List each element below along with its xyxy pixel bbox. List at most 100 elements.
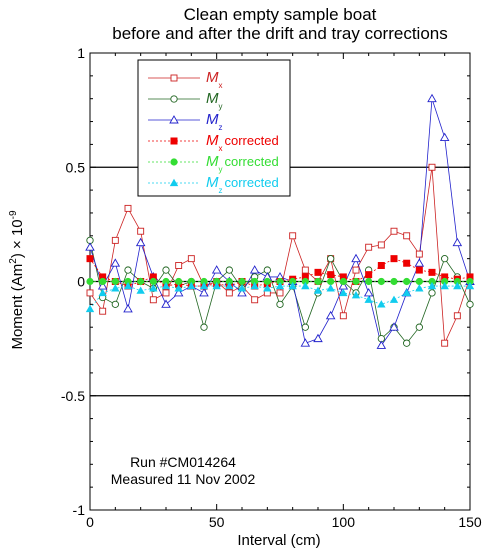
series-5-point-12 [237, 284, 247, 292]
legend-label-1: My [206, 90, 223, 111]
series-2-point-9 [199, 288, 209, 297]
series-5-point-18 [313, 286, 323, 294]
series-2-point-10 [211, 265, 222, 274]
series-2-point-17 [300, 338, 311, 347]
series-5-point-19 [326, 284, 335, 292]
series-0-point-23 [377, 241, 385, 249]
chart-title: Clean empty sample boat [184, 5, 377, 24]
series-0-point-17 [301, 266, 309, 274]
series-4-point-13 [251, 277, 259, 286]
series-0-point-28 [441, 339, 449, 347]
series-0-point-29 [453, 312, 461, 320]
series-0-point-16 [289, 232, 297, 240]
series-3-point-20 [339, 273, 347, 281]
series-3-point-23 [377, 262, 385, 270]
series-5-point-7 [174, 284, 183, 292]
legend-marker-2 [169, 115, 179, 124]
legend-marker-5 [169, 178, 179, 187]
series-1-point-28 [441, 254, 449, 263]
series-0-point-27 [428, 163, 436, 171]
series-5-point-29 [453, 281, 462, 290]
series-1-point-6 [162, 266, 170, 274]
series-4-point-7 [175, 277, 183, 286]
series-0-point-15 [276, 289, 284, 297]
series-5-point-24 [389, 295, 399, 303]
series-0-point-21 [352, 266, 360, 274]
series-3-point-28 [441, 273, 449, 281]
run-annotation: Run #CM014264 [130, 454, 236, 470]
series-5-point-11 [225, 281, 234, 290]
series-4-point-30 [466, 277, 474, 286]
legend-label-3: Mxcorrected [206, 132, 279, 153]
series-5-point-8 [187, 281, 196, 290]
series-0-point-4 [137, 227, 145, 235]
series-0-point-20 [339, 312, 347, 320]
x-axis-label: Interval (cm) [237, 532, 320, 549]
series-2-point-7 [173, 288, 184, 297]
series-4-point-18 [314, 277, 322, 286]
series-0-point-22 [365, 243, 373, 251]
series-4-point-0 [86, 277, 94, 286]
series-0-point-24 [390, 227, 398, 235]
series-0-point-25 [403, 232, 411, 240]
series-4-point-6 [162, 277, 170, 286]
y-tick-label-2: 0 [77, 274, 85, 290]
series-5-point-23 [377, 300, 386, 308]
series-5-point-9 [199, 281, 209, 290]
series-4-point-8 [187, 277, 195, 286]
series-5-point-20 [339, 288, 348, 297]
legend-marker-0 [170, 74, 178, 82]
series-0-point-1 [99, 307, 107, 315]
series-0-point-13 [251, 296, 259, 304]
series-5-point-30 [465, 281, 475, 290]
series-4-point-3 [124, 277, 132, 286]
series-1-point-25 [403, 339, 411, 347]
series-0-point-6 [162, 289, 170, 297]
series-2-point-27 [427, 93, 437, 103]
series-1-point-2 [111, 300, 119, 308]
series-5-point-0 [85, 304, 95, 313]
x-tick-label-2: 100 [332, 514, 356, 530]
legend-box [137, 59, 291, 197]
series-5-point-17 [301, 281, 310, 290]
series-5-point-10 [212, 281, 221, 290]
series-0-point-5 [149, 296, 157, 304]
series-0-point-8 [187, 255, 195, 263]
series-0-point-7 [175, 262, 183, 269]
series-5-point-27 [427, 281, 437, 290]
legend-label-5: Mzcorrected [206, 174, 279, 195]
series-3-point-0 [86, 255, 94, 263]
series-4-point-24 [390, 277, 398, 286]
series-5-point-25 [402, 288, 411, 297]
series-5-point-26 [415, 284, 424, 292]
series-5-point-21 [351, 291, 361, 299]
series-4-point-12 [238, 277, 246, 286]
series-3-point-19 [327, 271, 335, 279]
series-0-point-3 [124, 204, 132, 212]
y-tick-label-1: -0.5 [61, 388, 85, 404]
series-4-point-14 [263, 277, 271, 286]
series-4-point-21 [352, 277, 360, 286]
chart-subtitle: before and after the drift and tray corr… [112, 24, 447, 43]
series-3-point-24 [390, 255, 398, 263]
series-4-point-2 [111, 277, 119, 286]
series-4-point-19 [327, 277, 335, 286]
legend-marker-4 [170, 158, 178, 166]
series-4-point-4 [137, 277, 145, 286]
x-tick-label-3: 150 [458, 514, 482, 530]
series-3-point-30 [466, 273, 474, 281]
series-4-point-15 [276, 277, 284, 286]
series-4-point-22 [365, 277, 373, 286]
series-2-point-12 [237, 288, 247, 297]
series-2-point-3 [123, 304, 133, 313]
series-3-point-1 [99, 273, 107, 281]
series-4-point-1 [99, 277, 107, 286]
x-tick-label-0: 0 [86, 514, 94, 530]
series-4-point-5 [149, 277, 157, 286]
series-4-point-9 [200, 277, 208, 286]
series-1-point-27 [428, 289, 436, 297]
series-2-point-13 [249, 265, 260, 274]
series-0-point-2 [111, 236, 119, 244]
series-3-point-18 [314, 268, 322, 276]
